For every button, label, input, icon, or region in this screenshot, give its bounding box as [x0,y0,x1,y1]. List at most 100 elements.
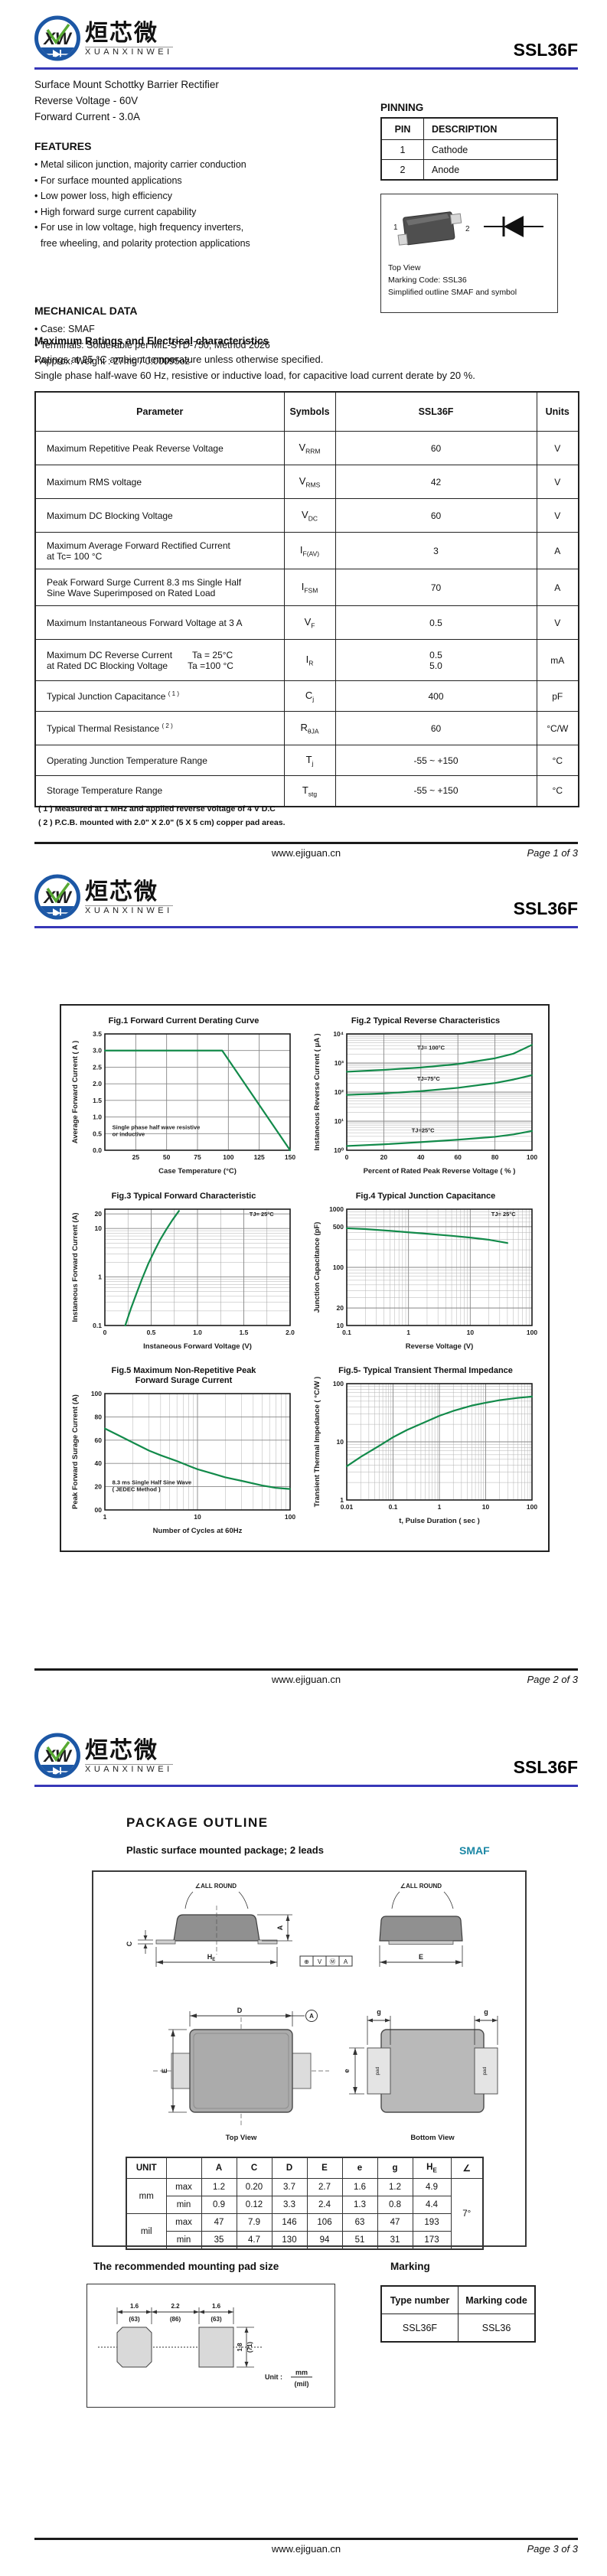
table-row: Typical Junction Capacitance ( 1 ) Cj 40… [34,680,579,712]
svg-text:0: 0 [103,1329,107,1336]
svg-text:00: 00 [95,1506,103,1514]
table-row: mil max 47 7.9 146 106 63 47 193 [126,2213,483,2250]
fig3-title: Fig.3 Typical Forward Characteristic [111,1191,256,1201]
mechanical-item: Case: SMAF [34,321,356,337]
svg-text:125: 125 [254,1153,265,1161]
fig1-plot: 25 50 75 100 125 150 0.0 0.5 1.0 1.5 2.0 2.5 3.0 3.5 C… [63,1026,305,1180]
fig4-plot: 0.1 1 10 100 10 20 100 500 1000 Reverse Voltage (… [305,1202,547,1355]
package-outline-subtitle: Plastic surface mounted package; 2 leads [126,1844,324,1856]
svg-text:10¹: 10¹ [335,1117,344,1125]
svg-text:(mil): (mil) [295,2380,309,2388]
brand-name-en: XUANXINWEI [85,905,173,915]
svg-text:C: C [126,1941,133,1946]
svg-text:pad: pad [482,2066,488,2075]
svg-text:Instaneous Forward Voltage (V): Instaneous Forward Voltage (V) [143,1342,252,1351]
pin1-label: 1 [393,223,398,232]
mechanical-data-section: MECHANICAL DATA Case: SMAF Terminals: So… [34,305,356,370]
svg-text:80: 80 [95,1413,103,1420]
svg-text:1: 1 [340,1496,344,1504]
svg-text:TJ= 25°C: TJ= 25°C [491,1211,517,1218]
svg-text:Reverse Voltage (V): Reverse Voltage (V) [406,1342,474,1351]
svg-text:10: 10 [194,1513,201,1521]
pinning-title: PINNING [380,102,424,113]
mounting-pad-drawing: 1.6 (63) 2.2 (86) 1.6 (63) 1.8 (71) Unit… [98,2303,312,2388]
pin2-label: 2 [465,225,470,233]
table-row: PIN DESCRIPTION [380,117,558,140]
svg-text:TJ= 100°C: TJ= 100°C [417,1045,445,1052]
footer-page-label: Page 3 of 3 [527,2543,579,2555]
part-number: SSL36F [513,1757,578,1777]
table-row: Operating Junction Temperature Range Tj … [34,745,579,776]
svg-text:100: 100 [527,1329,537,1336]
figure-fig3: Fig.3 Typical Forward Characteristic 0 0.… [63,1192,305,1355]
table-row: Maximum RMS voltage VRMS 42 V [34,465,579,499]
svg-text:0: 0 [345,1153,349,1161]
type-number-cell: SSL36F [380,2314,459,2343]
figure-fig1: Fig.1 Forward Current Derating Curve 25 5… [63,1016,305,1180]
package-outline-title: PACKAGE OUTLINE [126,1815,269,1830]
brand-name-en: XUANXINWEI [85,1764,173,1774]
svg-text:3.5: 3.5 [93,1030,102,1038]
fig5-plot: 1 10 100 00 20 40 60 80 100 Number of Cycles at 6… [63,1386,305,1540]
footer-website: www.ejiguan.cn [271,2543,341,2555]
svg-text:Case Temperature (°C): Case Temperature (°C) [158,1167,237,1176]
svg-text:(86): (86) [170,2316,181,2323]
svg-text:A: A [309,2013,314,2020]
marking-title: Marking [390,2261,430,2272]
figure-fig6: Fig.5- Typical Transient Thermal Impedan… [305,1366,547,1540]
svg-text:Top View: Top View [226,2134,257,2142]
feature-item: For surface mounted applications [34,173,341,189]
top-view-label: Top View [388,263,421,272]
svg-text:2.2: 2.2 [171,2303,180,2310]
svg-text:100: 100 [527,1153,537,1161]
part-number: SSL36F [513,40,578,60]
svg-text:t, Pulse Duration ( sec ): t, Pulse Duration ( sec ) [399,1517,480,1525]
package-info-box: 1 2 Top View Marking Code: SSL36 Simplif… [380,194,558,313]
svg-text:1.0: 1.0 [93,1114,102,1121]
header-rule [34,1785,578,1787]
footnotes: ( 1 ) Measured at 1 MHz and applied reve… [38,802,286,830]
figure-fig2: Fig.2 Typical Reverse Characteristics 0 2… [305,1016,547,1180]
svg-text:100: 100 [333,1264,344,1271]
brand-logo: XW 烜芯微 XUANXINWEI [34,12,264,66]
svg-text:10⁰: 10⁰ [334,1146,344,1154]
table-row: SSL36F SSL36 [380,2314,536,2343]
marking-code-label: Marking Code: SSL36 [388,276,467,285]
svg-text:2.0: 2.0 [286,1329,295,1336]
svg-text:mm: mm [295,2369,308,2376]
svg-text:(63): (63) [210,2316,222,2323]
marking-code-cell: SSL36 [458,2314,536,2343]
mechanical-item: Terminals: Solderable per MIL-STD-750, M… [34,337,356,354]
brand-name-cn: 烜芯微 [85,21,158,46]
top-bottom-view-drawing: D A E Top View pad pad g g [153,2007,498,2142]
svg-text:2.0: 2.0 [93,1080,102,1087]
table-header-row: Type number Marking code [380,2285,536,2314]
svg-text:Junction Capacitance (pF): Junction Capacitance (pF) [313,1221,321,1312]
svg-text:A: A [344,1958,348,1965]
svg-text:100: 100 [91,1390,102,1397]
svg-text:1.8: 1.8 [237,2343,243,2352]
fig6-plot: 0.01 0.1 1 10 100 1 10 100 t, Pulse Duration ( s… [305,1376,547,1530]
pin-col-header: PIN [380,117,424,140]
svg-text:0.5: 0.5 [147,1329,156,1336]
svg-text:Bottom View: Bottom View [410,2134,455,2142]
feature-item-continuation: free wheeling, and polarity protection a… [41,237,250,249]
svg-text:( JEDEC Method ): ( JEDEC Method ) [113,1486,161,1493]
svg-text:⊕: ⊕ [304,1958,309,1965]
table-row: min 0.9 0.12 3.3 2.4 1.3 0.8 4.4 [126,2196,483,2214]
brand-wordmark: 烜芯微 XUANXINWEI [85,1739,173,1774]
fig6-title: Fig.5- Typical Transient Thermal Impedan… [338,1366,513,1375]
footer-website: www.ejiguan.cn [271,847,341,859]
svg-text:10: 10 [337,1322,344,1329]
table-row: Maximum Average Forward Rectified Curren… [34,532,579,569]
svg-text:(71): (71) [246,2342,253,2353]
svg-text:1: 1 [406,1329,410,1336]
svg-text:500: 500 [333,1222,344,1230]
description-line: Forward Current - 3.0A [34,111,141,122]
svg-text:80: 80 [491,1153,499,1161]
brand-logo: XW 烜芯微 XUANXINWEI [34,871,264,924]
mounting-pad-box: 1.6 (63) 2.2 (86) 1.6 (63) 1.8 (71) Unit… [86,2284,335,2408]
svg-text:Instaneous Reverse Current ( μ: Instaneous Reverse Current ( μA ) [313,1033,321,1150]
svg-text:100: 100 [285,1513,295,1521]
table-row: Peak Forward Surge Current 8.3 ms Single… [34,569,579,606]
